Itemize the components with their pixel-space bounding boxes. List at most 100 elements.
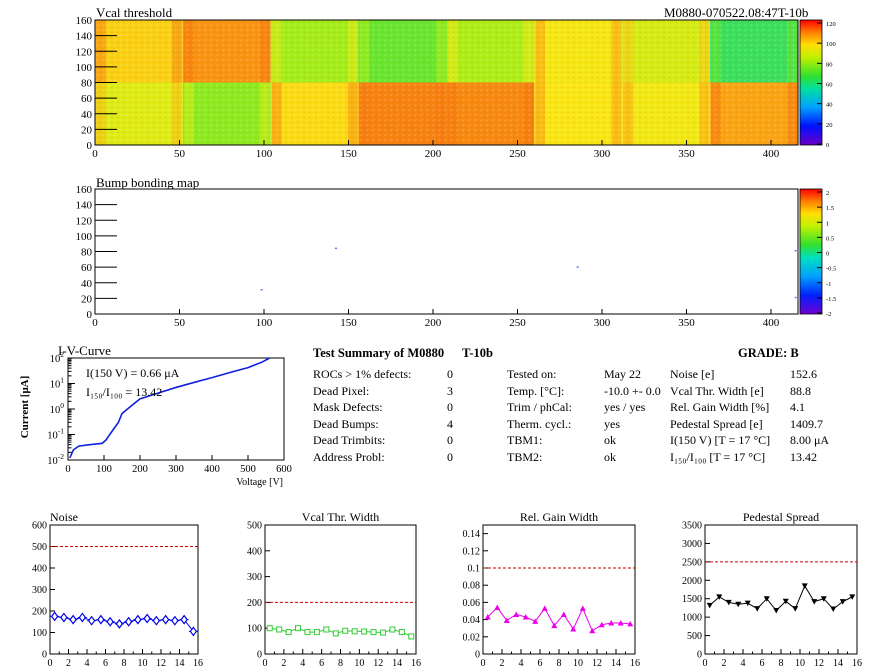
vcal-x-axis: 0 50 100 150 200 250 300 350 400 bbox=[92, 140, 780, 160]
roc-y-tick-label: 0 bbox=[697, 650, 702, 661]
y-tick-label: 20 bbox=[81, 293, 93, 305]
roc-x-tick-label: 6 bbox=[103, 658, 108, 669]
y-tick-label: 80 bbox=[81, 247, 93, 259]
summary-value: 0 bbox=[447, 367, 453, 381]
x-tick-label: 150 bbox=[340, 148, 357, 160]
roc-x-tick-label: 0 bbox=[263, 658, 268, 669]
roc-point bbox=[522, 614, 529, 620]
iv-x-tick-label: 200 bbox=[132, 464, 148, 475]
roc-point bbox=[152, 615, 161, 626]
summary-value: 152.6 bbox=[790, 367, 817, 381]
summary-value: 13.42 bbox=[790, 449, 817, 464]
roc-x-tick-label: 8 bbox=[338, 658, 343, 669]
roc-x-tick-label: 14 bbox=[833, 658, 843, 669]
roc-y-tick-label: 0 bbox=[42, 650, 47, 661]
roc-x-tick-label: 0 bbox=[48, 658, 53, 669]
roc-point bbox=[189, 626, 198, 637]
iv-axes: 0 100 200 300 400 500 600 10-2 10-1 100 101 102 bbox=[47, 350, 292, 475]
x-tick-label: 200 bbox=[425, 148, 442, 160]
summary-value: yes bbox=[604, 416, 620, 431]
iv-x-tick-label: 300 bbox=[168, 464, 184, 475]
roc-x-tick-label: 12 bbox=[592, 658, 602, 669]
bump-mark bbox=[334, 247, 337, 250]
roc-x-tick-label: 2 bbox=[500, 658, 505, 669]
summary-row: TBM1: ok bbox=[507, 432, 616, 449]
z-tick-label: -0.5 bbox=[826, 266, 836, 273]
iv-y-tick-label: 10-2 bbox=[47, 452, 64, 467]
z-tick-label: -2 bbox=[826, 311, 831, 318]
y-tick-label: 60 bbox=[81, 93, 93, 105]
roc-x-tick-label: 16 bbox=[193, 658, 203, 669]
summary-label: Tested on: bbox=[507, 367, 557, 381]
roc-x-tick-label: 14 bbox=[175, 658, 185, 669]
bump-bonding-map: 0 50 100 150 200 250 300 350 400 020406080100120… bbox=[76, 184, 837, 329]
roc-point bbox=[570, 626, 577, 632]
summary-row: Pedestal Spread [e] 1409.7 bbox=[670, 416, 823, 433]
roc-y-tick-label: 500 bbox=[32, 542, 47, 553]
bump-mark bbox=[794, 249, 797, 252]
roc-y-tick-label: 400 bbox=[247, 546, 262, 557]
y-tick-label: 120 bbox=[76, 215, 93, 227]
roc-point bbox=[811, 599, 818, 605]
roc-y-tick-label: 400 bbox=[32, 564, 47, 575]
summary-row: I₁₅₀/I₁₀₀ [T = 17 °C] 13.42 bbox=[670, 449, 817, 466]
summary-row: Rel. Gain Width [%] 4.1 bbox=[670, 399, 805, 416]
roc-y-tick-label: 500 bbox=[687, 631, 702, 642]
iv-curve-chart: 0 100 200 300 400 500 600 10-2 10-1 100 101 102 Cur… bbox=[19, 350, 292, 488]
summary-label: TBM2: bbox=[507, 449, 543, 464]
roc-x-tick-label: 2 bbox=[722, 658, 727, 669]
roc-y-tick-label: 1000 bbox=[682, 613, 702, 624]
roc-point bbox=[304, 629, 311, 636]
z-tick-label: 0.5 bbox=[826, 235, 834, 242]
summary-row: Address Probl: 0 bbox=[313, 449, 453, 466]
summary-row: Dead Pixel: 3 bbox=[313, 383, 453, 400]
iv-x-tick-label: 0 bbox=[65, 464, 70, 475]
iv-y-tick-label: 100 bbox=[50, 401, 65, 416]
roc-series-line bbox=[487, 606, 631, 632]
summary-row: Therm. cycl.: yes bbox=[507, 416, 620, 433]
z-tick-label: 2 bbox=[826, 190, 829, 197]
x-tick-label: 50 bbox=[174, 317, 186, 329]
summary-row: Trim / phCal: yes / yes bbox=[507, 399, 645, 416]
roc-y-tick-label: 0.14 bbox=[463, 529, 481, 540]
roc-point bbox=[706, 602, 713, 609]
summary-label: I(150 V) [T = 17 °C] bbox=[670, 433, 771, 447]
summary-label: Rel. Gain Width [%] bbox=[670, 400, 770, 414]
roc-point bbox=[115, 618, 124, 629]
roc-y-tick-label: 0 bbox=[475, 650, 480, 661]
summary-value: 0 bbox=[447, 400, 453, 414]
summary-label: Therm. cycl.: bbox=[507, 416, 572, 431]
roc-point bbox=[161, 614, 170, 625]
roc-y-tick-label: 300 bbox=[32, 585, 47, 596]
iv-x-tick-label: 500 bbox=[240, 464, 256, 475]
vcal-z-axis: 0 20 40 60 80 100 120 bbox=[817, 21, 836, 149]
roc-point bbox=[124, 616, 133, 627]
z-tick-label: 120 bbox=[826, 21, 836, 28]
summary-value: 4.1 bbox=[790, 400, 805, 414]
roc-x-tick-label: 16 bbox=[411, 658, 421, 669]
iv-annotation-ratio: I₁₅₀/I₁₀₀ = 13.42 bbox=[86, 385, 162, 399]
x-tick-label: 100 bbox=[256, 148, 273, 160]
roc-series-line bbox=[54, 615, 194, 632]
roc-y-tick-label: 0.06 bbox=[463, 598, 481, 609]
y-tick-label: 0 bbox=[87, 140, 93, 152]
roc-x-tick-label: 4 bbox=[300, 658, 305, 669]
roc-point bbox=[551, 622, 558, 629]
roc-point bbox=[608, 620, 615, 626]
y-tick-label: 40 bbox=[81, 278, 93, 290]
roc-point bbox=[801, 583, 808, 589]
summary-row: Dead Bumps: 4 bbox=[313, 416, 453, 433]
module-label: M0880-070522.08:47T-10b bbox=[664, 5, 809, 20]
roc-point bbox=[313, 629, 320, 636]
roc-y-tick-label: 0.1 bbox=[468, 564, 481, 575]
roc-point bbox=[351, 628, 358, 635]
iv-line bbox=[69, 357, 270, 459]
roc-y-tick-label: 300 bbox=[247, 572, 262, 583]
x-tick-label: 150 bbox=[340, 317, 357, 329]
summary-label: Vcal Thr. Width [e] bbox=[670, 383, 764, 398]
bump-color-scale bbox=[799, 188, 823, 315]
bump-x-axis: 0 50 100 150 200 250 300 350 400 bbox=[92, 309, 780, 329]
bump-mark bbox=[794, 296, 797, 299]
summary-row: I(150 V) [T = 17 °C] 8.00 μA bbox=[670, 432, 829, 449]
z-tick-label: 1 bbox=[826, 220, 829, 227]
